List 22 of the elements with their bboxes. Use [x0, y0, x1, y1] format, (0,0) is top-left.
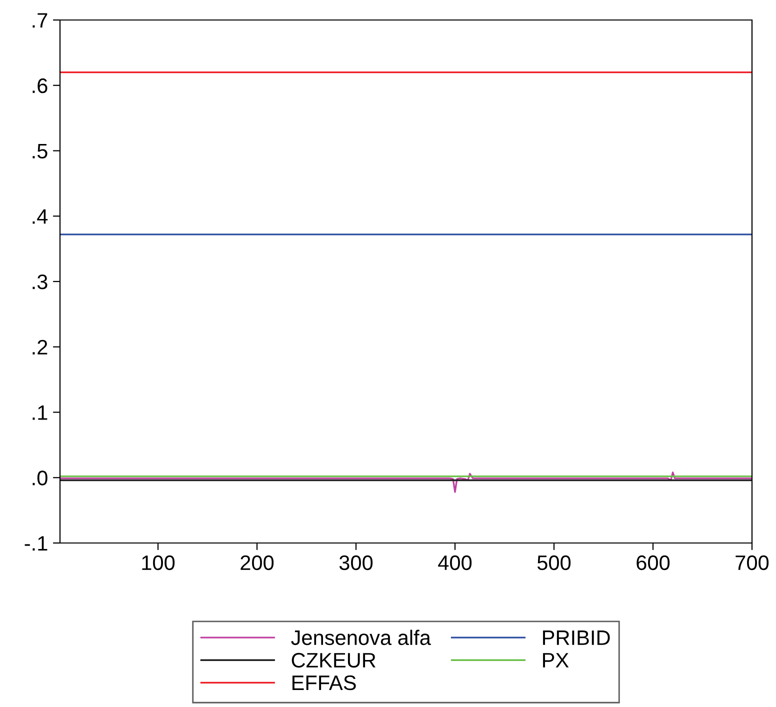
legend-label: PX — [543, 653, 569, 668]
y-tick-label: .2 — [32, 340, 48, 354]
x-tick-label: 100 — [142, 555, 175, 570]
y-tick-label: -.1 — [24, 536, 48, 551]
y-tick-label: .3 — [32, 274, 48, 290]
x-tick-label: 600 — [636, 555, 670, 570]
y-tick-label: .6 — [32, 78, 48, 94]
y-tick-label: .0 — [32, 470, 48, 486]
y-tick-label: .1 — [32, 405, 48, 420]
x-tick-label: 400 — [438, 555, 472, 570]
legend-label: Jensenova alfa — [291, 630, 431, 646]
x-tick-label: 700 — [736, 555, 769, 570]
x-tick-label: 200 — [240, 555, 274, 570]
x-tick-label: 300 — [339, 555, 373, 570]
y-tick-label: .5 — [32, 144, 48, 159]
line-series — [60, 472, 752, 493]
y-tick-label: .7 — [32, 13, 48, 28]
x-tick-label: 500 — [537, 555, 571, 570]
y-tick-label: .4 — [32, 209, 48, 224]
legend-label: CZKEUR — [292, 652, 376, 668]
legend-label: PRIBID — [543, 630, 610, 645]
legend-label: EFFAS — [292, 675, 356, 690]
